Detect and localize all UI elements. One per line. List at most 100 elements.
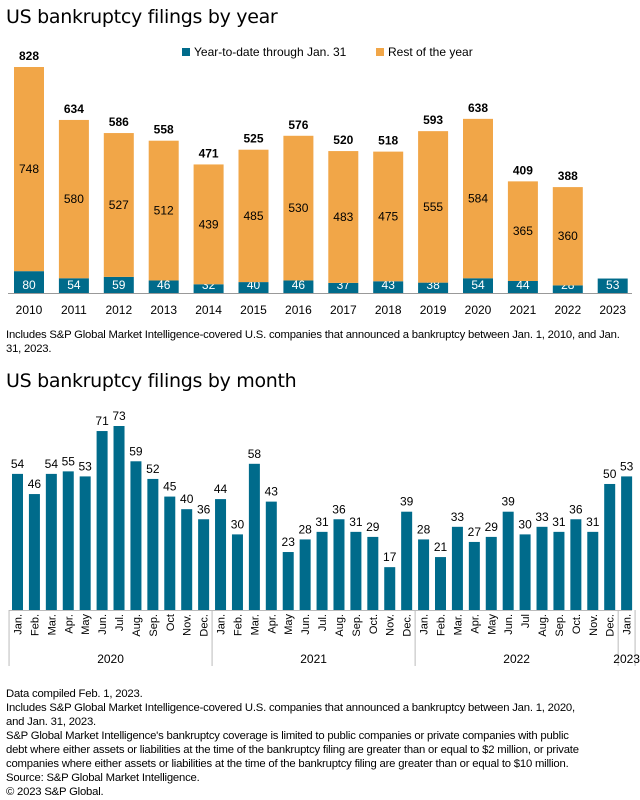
bar-ytd-2021 [507, 280, 538, 293]
bar-rest-2018 [373, 151, 404, 282]
label-total-2012: 586 [109, 115, 129, 129]
x-tick-month-16: May [283, 614, 295, 635]
x-tick-2010: 2010 [16, 303, 43, 317]
x-tick-2022: 2022 [554, 303, 581, 317]
legend-label-rest: Rest of the year [388, 45, 473, 59]
label-month-1: 46 [28, 477, 42, 491]
label-total-2018: 518 [378, 134, 398, 148]
label-total-2022: 388 [558, 169, 578, 183]
label-month-2: 54 [45, 457, 59, 471]
bar-month-18 [316, 531, 328, 610]
x-tick-month-25: Feb. [436, 614, 448, 636]
bar-month-33 [570, 519, 582, 610]
x-tick-month-9: Oct [165, 614, 177, 631]
bar-ytd-2011 [58, 278, 89, 293]
bar-month-14 [248, 463, 260, 610]
bar-month-32 [553, 531, 565, 610]
label-month-34: 31 [586, 515, 600, 529]
bar-ytd-2017 [328, 282, 359, 293]
label-total-2013: 558 [154, 123, 174, 137]
x-tick-month-1: Feb. [29, 614, 41, 636]
bar-ytd-2020 [463, 278, 493, 293]
label-rest-2010: 748 [19, 162, 39, 176]
bar-month-2 [45, 473, 57, 610]
x-tick-month-8: Sep. [148, 614, 160, 637]
bar-ytd-2018 [373, 281, 404, 293]
label-month-30: 30 [518, 517, 532, 531]
x-tick-month-14: Mar. [249, 614, 261, 635]
bar-month-0 [12, 473, 23, 610]
bar-month-22 [384, 567, 396, 610]
label-rest-2019: 555 [423, 200, 443, 214]
bar-month-4 [79, 476, 91, 610]
x-tick-month-33: Oct. [571, 614, 583, 634]
label-month-21: 29 [366, 520, 380, 534]
bar-month-30 [519, 534, 531, 610]
bar-month-1 [28, 494, 40, 610]
label-month-25: 21 [434, 540, 448, 554]
label-rest-2016: 530 [288, 201, 308, 215]
label-month-22: 17 [383, 550, 397, 564]
x-tick-month-3: Apr. [63, 614, 75, 634]
bar-ytd-2013 [148, 280, 179, 293]
x-tick-month-6: Jul. [114, 614, 126, 631]
bar-rest-2022 [552, 187, 583, 286]
label-rest-2020: 584 [468, 192, 488, 206]
x-tick-month-4: May [80, 614, 92, 635]
label-month-31: 33 [535, 510, 549, 524]
bar-rest-2020 [463, 118, 493, 279]
legend-swatch-rest [376, 48, 384, 56]
label-month-24: 28 [417, 522, 431, 536]
label-ytd-2011: 54 [67, 278, 81, 292]
label-month-28: 29 [485, 520, 499, 534]
yearly-chart-note: Includes S&P Global Market Intelligence-… [6, 329, 620, 355]
label-rest-2018: 475 [378, 209, 398, 223]
label-rest-2012: 527 [109, 198, 129, 212]
label-month-6: 73 [112, 409, 126, 423]
yearly-chart: 80 748 828 2010 54 580 634 2011 59 527 586 2012 46 51… [8, 49, 632, 317]
label-total-2021: 409 [513, 163, 533, 177]
bar-rest-2021 [507, 181, 538, 281]
x-tick-2019: 2019 [420, 303, 447, 317]
label-month-12: 44 [214, 482, 228, 496]
monthly-chart-title: US bankruptcy filings by month [6, 370, 297, 392]
bar-ytd-2012 [103, 276, 134, 293]
bar-month-20 [350, 531, 362, 610]
x-tick-month-7: Aug. [131, 614, 143, 637]
x-tick-2011: 2011 [61, 303, 87, 317]
bar-month-36 [621, 476, 633, 610]
x-tick-month-34: Nov. [588, 614, 600, 636]
label-month-7: 59 [129, 444, 143, 458]
bar-month-27 [468, 541, 480, 610]
x-tick-month-27: Apr. [469, 614, 481, 634]
label-rest-2013: 512 [154, 204, 174, 218]
label-month-3: 55 [62, 454, 76, 468]
label-ytd-2012: 59 [112, 278, 126, 292]
label-ytd-2013: 46 [157, 278, 171, 292]
x-tick-month-2: Mar. [46, 614, 58, 635]
x-tick-month-29: Jun. [503, 614, 515, 635]
label-rest-2011: 580 [64, 192, 84, 206]
group-label-2023: 2023 [613, 652, 640, 666]
legend-swatch-ytd [182, 48, 190, 56]
footnote-line: © 2023 S&P Global. [6, 786, 104, 798]
label-rest-2015: 485 [243, 209, 263, 223]
bar-rest-2012 [103, 133, 134, 277]
x-tick-month-26: Mar. [452, 614, 464, 635]
bar-ytd-2019 [418, 282, 449, 293]
label-rest-2022: 360 [558, 229, 578, 243]
bar-month-26 [451, 526, 463, 610]
label-total-2015: 525 [243, 132, 263, 146]
label-month-23: 39 [400, 495, 414, 509]
bar-month-31 [536, 526, 548, 610]
label-month-13: 30 [231, 517, 245, 531]
label-month-29: 39 [502, 495, 516, 509]
label-month-10: 40 [180, 492, 194, 506]
bar-ytd-2022 [552, 285, 583, 293]
x-tick-month-17: Jun. [300, 614, 312, 635]
legend-item-ytd: Year-to-date through Jan. 31 [182, 45, 346, 59]
label-month-0: 54 [11, 457, 25, 471]
footnote-line: Data compiled Feb. 1, 2023. [6, 688, 143, 700]
bar-month-10 [181, 509, 193, 610]
bar-month-35 [604, 483, 616, 610]
